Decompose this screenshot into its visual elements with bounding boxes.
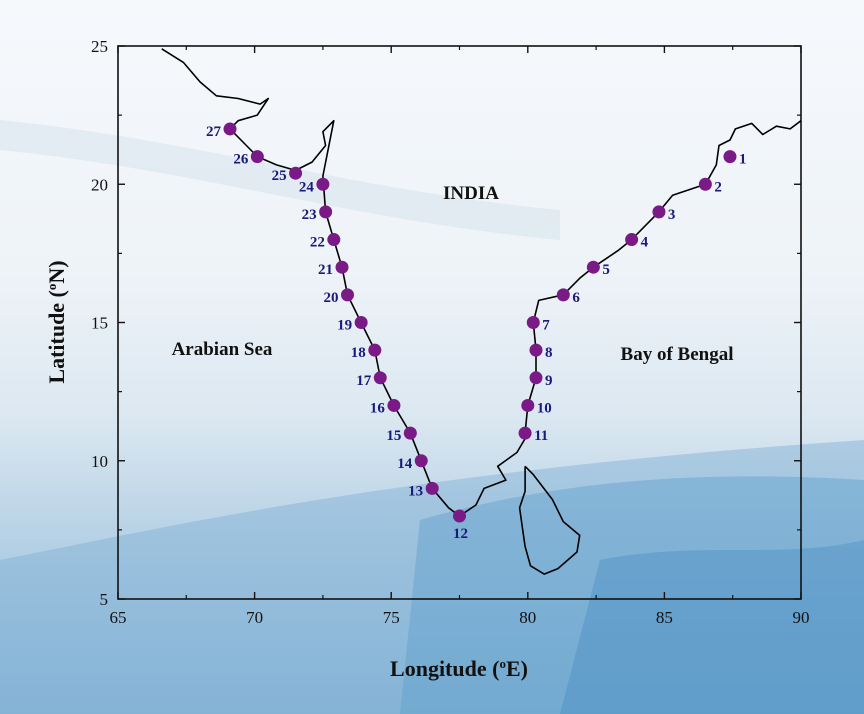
station-marker-22 [327,233,341,247]
station-label-19: 19 [337,318,352,334]
station-label-23: 23 [302,207,317,223]
sri-lanka-coastline [518,465,581,575]
station-marker-10 [521,398,535,412]
station-label-13: 13 [408,483,423,499]
station-label-25: 25 [272,168,287,184]
station-marker-18 [368,343,382,357]
station-label-11: 11 [534,428,548,444]
region-label-india: INDIA [443,183,499,204]
station-marker-21 [335,260,349,274]
station-label-22: 22 [310,235,325,251]
station-label-5: 5 [602,262,610,278]
station-marker-4 [625,233,639,247]
station-marker-8 [529,343,543,357]
station-label-2: 2 [714,179,722,195]
x-tick-label: 75 [383,608,400,627]
station-marker-9 [529,371,543,385]
station-marker-16 [387,398,401,412]
station-marker-1 [723,150,737,164]
y-tick-label: 20 [91,175,108,194]
station-label-14: 14 [397,456,413,472]
station-label-15: 15 [386,428,401,444]
x-axis-title: Longitude (oE) [390,656,528,681]
y-tick-label: 5 [100,590,109,609]
station-label-7: 7 [542,318,550,334]
station-marker-26 [250,150,264,164]
station-marker-13 [425,481,439,495]
station-label-12: 12 [453,526,468,542]
station-marker-6 [556,288,570,302]
station-marker-5 [586,260,600,274]
station-marker-17 [373,371,387,385]
station-label-18: 18 [351,345,366,361]
station-label-24: 24 [299,179,315,195]
station-marker-25 [289,166,303,180]
region-label-bay-of-bengal: Bay of Bengal [621,344,734,365]
station-label-26: 26 [233,152,249,168]
y-axis-title: Latitude (oN) [44,260,69,383]
x-tick-label: 85 [656,608,673,627]
station-marker-27 [223,122,237,136]
station-marker-7 [526,316,540,329]
station-label-8: 8 [545,345,553,361]
coastline-layer [161,48,802,575]
station-marker-3 [652,205,666,219]
station-label-3: 3 [668,207,676,223]
x-tick-label: 90 [793,608,810,627]
india-coastline [161,48,802,517]
station-label-17: 17 [356,373,372,389]
region-label-arabian-sea: Arabian Sea [172,339,273,360]
x-tick-label: 65 [110,608,127,627]
station-label-16: 16 [370,400,386,416]
station-label-10: 10 [537,400,552,416]
station-marker-2 [698,177,712,191]
station-label-1: 1 [739,152,747,168]
station-label-6: 6 [572,290,580,306]
station-label-27: 27 [206,124,222,140]
station-marker-14 [414,454,428,468]
station-label-9: 9 [545,373,553,389]
station-marker-11 [518,426,532,440]
station-label-21: 21 [318,262,333,278]
station-marker-23 [319,205,333,219]
station-marker-12 [453,509,466,523]
y-tick-label: 15 [91,314,108,333]
y-tick-label: 10 [91,452,108,471]
station-marker-20 [340,288,354,302]
station-layer: 1234567891011121314151617181920212223242… [206,122,746,542]
station-marker-19 [354,316,368,329]
station-label-4: 4 [641,235,649,251]
station-marker-15 [403,426,417,440]
y-tick-label: 25 [91,37,108,56]
station-label-20: 20 [323,290,338,306]
x-tick-label: 80 [519,608,536,627]
x-tick-label: 70 [246,608,263,627]
station-marker-24 [316,177,330,191]
